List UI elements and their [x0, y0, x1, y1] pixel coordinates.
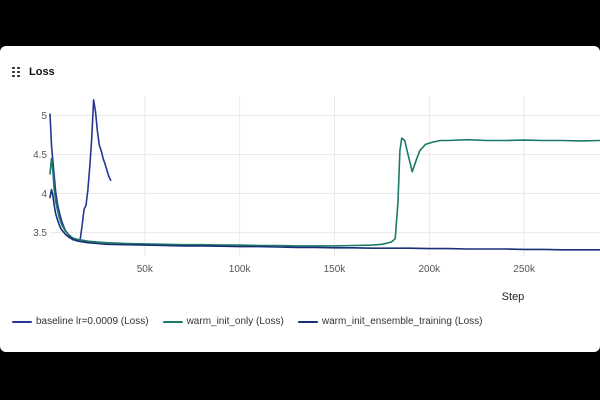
panel-header: Loss	[12, 64, 55, 80]
x-axis-label: Step	[502, 291, 525, 303]
y-tick-label: 5	[41, 111, 47, 122]
legend-swatch	[297, 320, 318, 323]
loss-line-chart: 50k 100k 150k 200k 250k 3.5 4 4.5 5 Step	[33, 96, 600, 303]
y-tick-label: 4	[41, 189, 47, 200]
legend-swatch	[162, 320, 183, 323]
x-tick-label: 250k	[513, 264, 536, 275]
loss-chart-panel: Loss 50k 100k 150k 200k 250k 3.5 4 4.5 5 Step ba…	[0, 46, 600, 352]
chart-legend: baseline lr=0.0009 (Loss) warm_init_only …	[12, 316, 496, 327]
legend-item-warm-init-ensemble-training[interactable]: warm_init_ensemble_training (Loss)	[297, 316, 483, 327]
x-tick-label: 50k	[137, 264, 154, 275]
series-line-warm-init-ensemble-training	[49, 188, 600, 251]
grid-lines	[50, 96, 600, 256]
panel-title: Loss	[29, 66, 55, 78]
x-tick-label: 150k	[324, 264, 347, 275]
series-line-baseline	[49, 99, 112, 242]
drag-handle-icon[interactable]	[12, 66, 20, 78]
legend-item-warm-init-only[interactable]: warm_init_only (Loss)	[162, 316, 284, 327]
y-tick-label: 3.5	[33, 228, 47, 239]
legend-item-baseline[interactable]: baseline lr=0.0009 (Loss)	[12, 316, 149, 327]
legend-label: baseline lr=0.0009 (Loss)	[36, 316, 149, 327]
legend-label: warm_init_only (Loss)	[186, 316, 284, 327]
series-lines	[49, 99, 600, 251]
legend-label: warm_init_ensemble_training (Loss)	[321, 316, 483, 327]
legend-swatch	[12, 320, 32, 323]
y-tick-label: 4.5	[33, 150, 47, 161]
x-tick-label: 100k	[229, 264, 252, 275]
series-line-warm-init-only	[49, 137, 600, 247]
x-tick-label: 200k	[418, 264, 441, 275]
axis-ticks: 50k 100k 150k 200k 250k 3.5 4 4.5 5	[33, 111, 536, 275]
